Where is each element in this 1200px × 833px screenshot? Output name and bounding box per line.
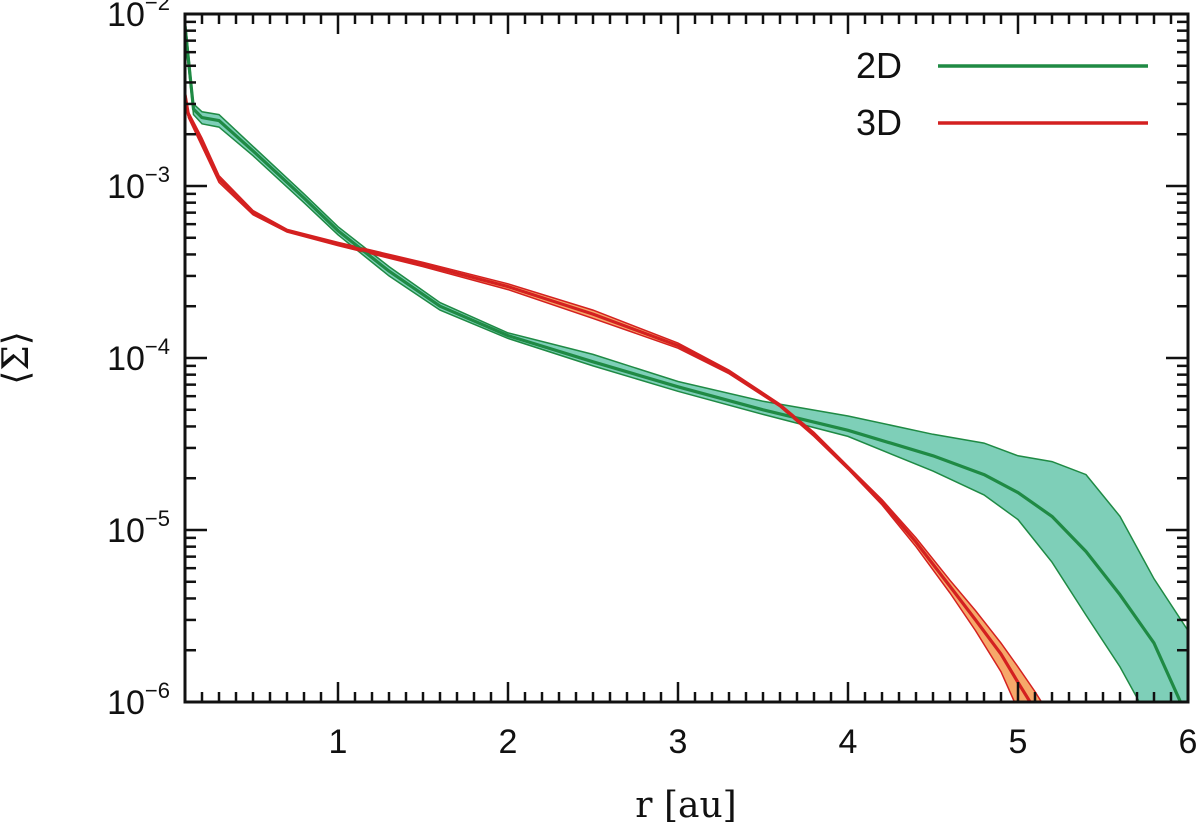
- y-axis-title: ⟨Σ⟩: [0, 331, 37, 385]
- series-line-3d: [185, 94, 1032, 702]
- band-3d: [185, 90, 1043, 702]
- x-tick-label: 3: [669, 723, 688, 761]
- series-line-2d: [185, 25, 1183, 702]
- x-tick-labels: 1 2 3 4 5 6: [329, 723, 1198, 761]
- plot-frame: [183, 12, 1190, 704]
- x-tick-label: 2: [499, 723, 518, 761]
- x-tick-label: 6: [1179, 723, 1198, 761]
- legend-label-2d: 2D: [856, 45, 902, 86]
- x-tick-label: 4: [839, 723, 858, 761]
- uncertainty-bands: [185, 17, 1188, 702]
- axis-ticks: [185, 12, 1190, 704]
- legend-label-3d: 3D: [856, 102, 902, 143]
- y-tick-label: 10−6: [107, 678, 170, 722]
- y-tick-labels: 10−6 10−5 10−4 10−3 10−2: [107, 0, 170, 722]
- band-2d: [185, 17, 1188, 702]
- x-tick-label: 5: [1009, 723, 1028, 761]
- y-tick-label: 10−4: [107, 334, 170, 378]
- series-lines: [185, 25, 1183, 702]
- x-tick-label: 1: [329, 723, 348, 761]
- y-tick-label: 10−3: [107, 162, 170, 206]
- x-axis-title: r [au]: [635, 785, 736, 826]
- y-tick-label: 10−5: [107, 506, 170, 550]
- y-tick-label: 10−2: [107, 0, 170, 34]
